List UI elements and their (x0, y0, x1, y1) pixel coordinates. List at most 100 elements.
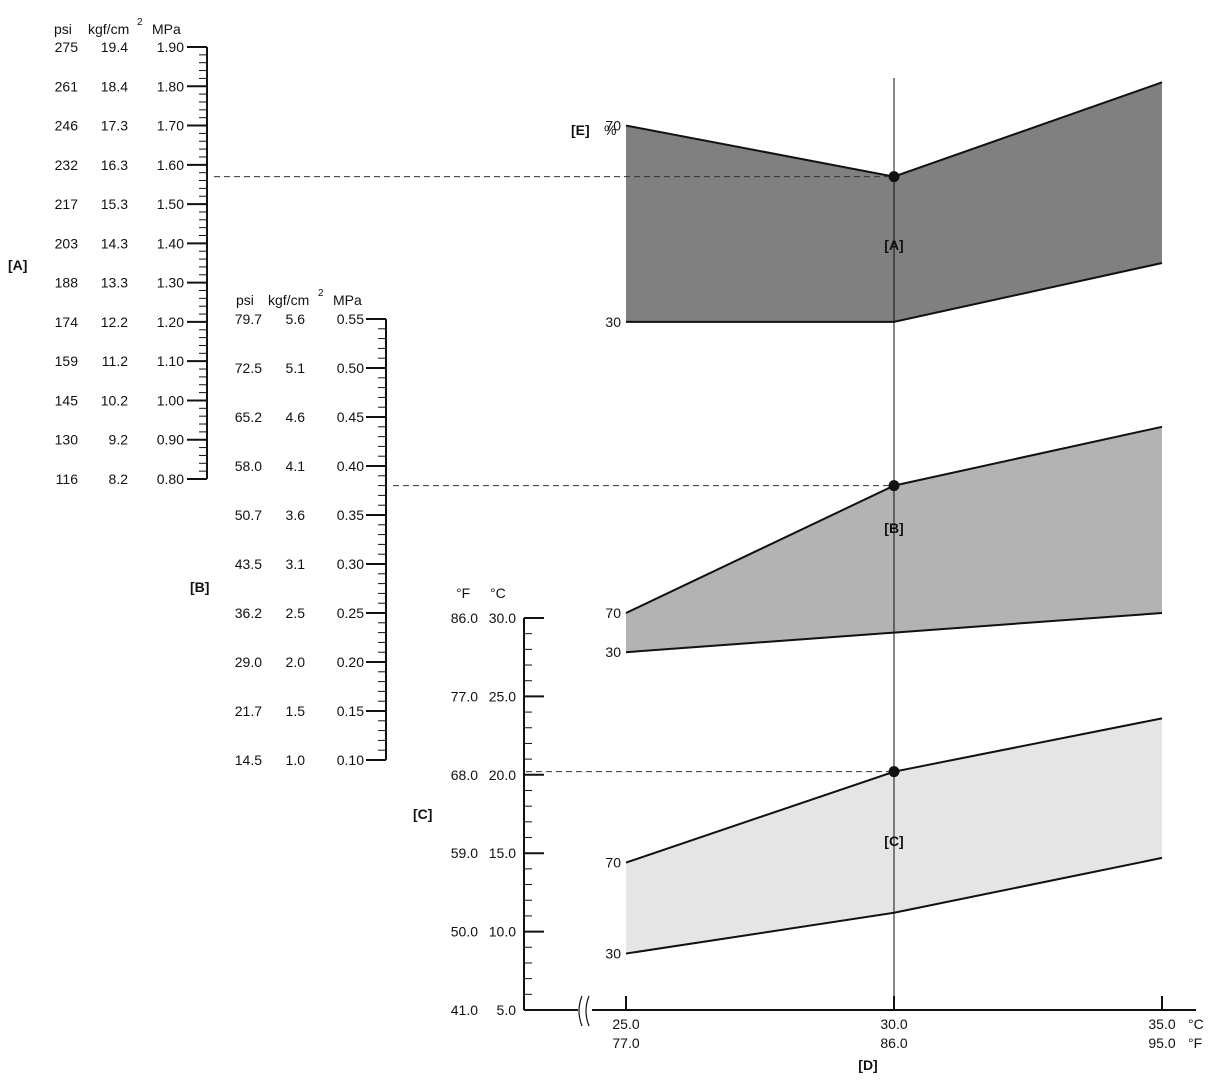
temp-f-tick-label: 59.0 (451, 845, 478, 861)
humidity-label: [E] (571, 122, 590, 138)
scale-b-psi-tick-label: 58.0 (235, 458, 262, 474)
scale-a-kgf-tick-label: 15.3 (101, 196, 128, 212)
scale-b-kgf-tick-label: 5.6 (286, 311, 306, 327)
x-tick-label-f: 95.0 (1148, 1035, 1175, 1051)
scale-a-mpa-tick-label: 1.20 (157, 314, 184, 330)
scale-b-kgf-header: kgf/cm (268, 292, 309, 308)
marker-a (888, 171, 900, 183)
scale-a-mpa-tick-label: 0.90 (157, 432, 184, 448)
temp-f-tick-label: 77.0 (451, 688, 478, 704)
x-axis-label: [D] (858, 1057, 877, 1073)
axis-break-mask (578, 996, 592, 1026)
scale-b-psi-tick-label: 72.5 (235, 360, 262, 376)
scale-b-mpa-header: MPa (333, 292, 362, 308)
temp-f-tick-label: 68.0 (451, 767, 478, 783)
scale-a-kgf-header: kgf/cm (88, 21, 129, 37)
scale-a-mpa-tick-label: 1.50 (157, 196, 184, 212)
scale-b-psi-tick-label: 29.0 (235, 654, 262, 670)
scale-b-kgf-tick-label: 2.0 (286, 654, 306, 670)
scale-b-kgf-tick-label: 4.1 (286, 458, 306, 474)
temp-c-tick-label: 20.0 (489, 767, 516, 783)
scale-b-kgf-tick-label: 3.1 (286, 556, 306, 572)
scale-a-mpa-tick-label: 1.30 (157, 275, 184, 291)
scale-b-kgf-tick-label: 5.1 (286, 360, 306, 376)
scale-a-psi-tick-label: 159 (55, 353, 79, 369)
scale-a-mpa-tick-label: 1.60 (157, 157, 184, 173)
axis-break-mark (578, 995, 583, 1027)
scale-a-kgf-tick-label: 14.3 (101, 235, 128, 251)
scale-b-mpa-tick-label: 0.35 (337, 507, 364, 523)
x-tick-label-c: 35.0 (1148, 1016, 1175, 1032)
scale-b-mpa-tick-label: 0.10 (337, 752, 364, 768)
scale-b-psi-tick-label: 14.5 (235, 752, 262, 768)
scale-a-psi-tick-label: 203 (55, 235, 79, 251)
scale-a-kgf-tick-label: 8.2 (109, 471, 129, 487)
scale-a-kgf-tick-label: 17.3 (101, 118, 128, 134)
scale-a-kgf-tick-label: 16.3 (101, 157, 128, 173)
scale-b-kgf-tick-label: 4.6 (286, 409, 306, 425)
scale-b-mpa-tick-label: 0.50 (337, 360, 364, 376)
scale-a-psi-tick-label: 275 (55, 39, 79, 55)
marker-c (888, 766, 900, 778)
scale-b-kgf-tick-label: 1.0 (286, 752, 306, 768)
scale-a-label: [A] (8, 257, 27, 273)
scale-a-psi-tick-label: 246 (55, 118, 79, 134)
scale-b-psi-tick-label: 36.2 (235, 605, 262, 621)
temp-c-header: °C (490, 585, 506, 601)
x-unit-c: °C (1188, 1016, 1204, 1032)
scale-a-mpa-tick-label: 1.00 (157, 392, 184, 408)
scale-b-mpa-tick-label: 0.15 (337, 703, 364, 719)
x-tick-label-f: 77.0 (612, 1035, 639, 1051)
scale-a-mpa-tick-label: 0.80 (157, 471, 184, 487)
temp-c-tick-label: 15.0 (489, 845, 516, 861)
temp-axis-label: [C] (413, 806, 432, 822)
scale-b-psi-tick-label: 50.7 (235, 507, 262, 523)
scale-a-kgf-tick-label: 12.2 (101, 314, 128, 330)
band-b-humidity-30: 30 (605, 644, 621, 660)
x-tick-label-f: 86.0 (880, 1035, 907, 1051)
scale-b-psi-tick-label: 21.7 (235, 703, 262, 719)
scale-a-psi-tick-label: 217 (55, 196, 79, 212)
scale-a-psi-tick-label: 188 (55, 275, 79, 291)
marker-b (888, 480, 900, 492)
scale-b-mpa-tick-label: 0.55 (337, 311, 364, 327)
scale-b-mpa-tick-label: 0.25 (337, 605, 364, 621)
temp-c-tick-label: 10.0 (489, 924, 516, 940)
band-c-humidity-70: 70 (605, 855, 621, 871)
scale-b-kgf-superscript: 2 (318, 288, 324, 299)
scale-a-mpa-tick-label: 1.10 (157, 353, 184, 369)
humidity-unit: % (604, 122, 616, 138)
temp-c-tick-label: 25.0 (489, 688, 516, 704)
scale-b-mpa-tick-label: 0.45 (337, 409, 364, 425)
scale-a-mpa-tick-label: 1.70 (157, 118, 184, 134)
temp-c-tick-label: 5.0 (497, 1002, 517, 1018)
scale-a-mpa-tick-label: 1.40 (157, 235, 184, 251)
scale-b-psi-header: psi (236, 292, 254, 308)
scale-b-kgf-tick-label: 2.5 (286, 605, 306, 621)
scale-b-kgf-tick-label: 3.6 (286, 507, 306, 523)
scale-a-psi-tick-label: 174 (55, 314, 79, 330)
band-c-humidity-30: 30 (605, 946, 621, 962)
axis-break-mark (585, 995, 590, 1027)
temp-f-tick-label: 86.0 (451, 610, 478, 626)
scale-a-kgf-tick-label: 10.2 (101, 392, 128, 408)
scale-b-psi-tick-label: 79.7 (235, 311, 262, 327)
scale-a-psi-tick-label: 232 (55, 157, 79, 173)
temp-f-header: °F (456, 585, 470, 601)
scale-b-mpa-tick-label: 0.30 (337, 556, 364, 572)
scale-a-kgf-tick-label: 9.2 (109, 432, 129, 448)
scale-a-psi-tick-label: 130 (55, 432, 79, 448)
temp-c-tick-label: 30.0 (489, 610, 516, 626)
scale-b-kgf-tick-label: 1.5 (286, 703, 306, 719)
scale-a-kgf-superscript: 2 (137, 17, 143, 28)
scale-a-psi-tick-label: 145 (55, 392, 79, 408)
scale-a-mpa-tick-label: 1.80 (157, 78, 184, 94)
x-tick-label-c: 30.0 (880, 1016, 907, 1032)
temp-f-tick-label: 41.0 (451, 1002, 478, 1018)
scale-a-kgf-tick-label: 18.4 (101, 78, 128, 94)
band-b-humidity-70: 70 (605, 605, 621, 621)
scale-a-kgf-tick-label: 11.2 (102, 353, 128, 369)
scale-b-psi-tick-label: 65.2 (235, 409, 262, 425)
x-unit-f: °F (1188, 1035, 1202, 1051)
